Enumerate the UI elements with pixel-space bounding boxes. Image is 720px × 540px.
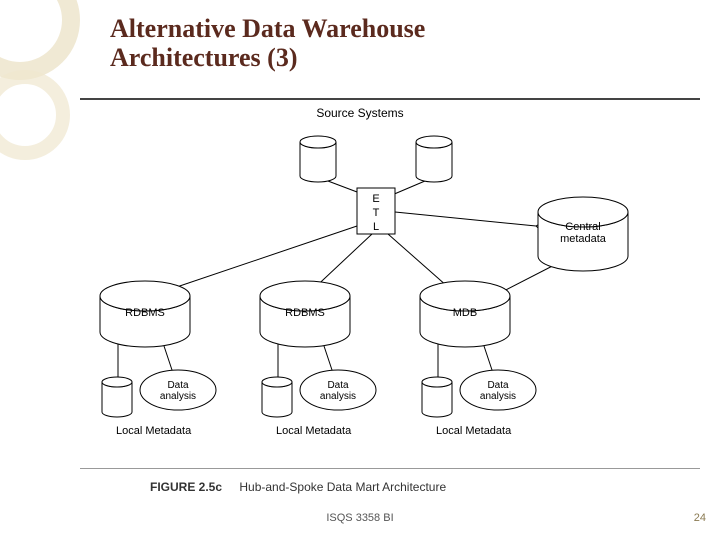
svg-text:E: E — [372, 193, 379, 205]
footer-page-number: 24 — [694, 512, 706, 524]
svg-text:Local Metadata: Local Metadata — [276, 425, 352, 437]
svg-text:L: L — [373, 221, 379, 233]
footer-course: ISQS 3358 BI — [0, 512, 720, 524]
svg-text:Local Metadata: Local Metadata — [116, 425, 192, 437]
figure-caption: FIGURE 2.5c Hub-and-Spoke Data Mart Arch… — [150, 480, 446, 494]
svg-text:Data: Data — [327, 380, 349, 391]
svg-text:RDBMS: RDBMS — [285, 307, 325, 319]
bottom-rule — [80, 468, 700, 469]
svg-text:analysis: analysis — [320, 391, 356, 402]
svg-text:analysis: analysis — [480, 391, 516, 402]
svg-text:Data: Data — [487, 380, 509, 391]
figure-number: FIGURE 2.5c — [150, 480, 222, 494]
svg-text:MDB: MDB — [453, 307, 477, 319]
svg-text:Central: Central — [565, 221, 600, 233]
svg-text:Local Metadata: Local Metadata — [436, 425, 512, 437]
svg-text:RDBMS: RDBMS — [125, 307, 165, 319]
figure-text: Hub-and-Spoke Data Mart Architecture — [239, 480, 446, 494]
svg-text:Data: Data — [167, 380, 189, 391]
diagram-svg: ETLCentralmetadataRDBMSRDBMSMDBDataanaly… — [0, 0, 720, 540]
svg-text:metadata: metadata — [560, 233, 607, 245]
svg-text:analysis: analysis — [160, 391, 196, 402]
slide: Alternative Data Warehouse Architectures… — [0, 0, 720, 540]
svg-text:T: T — [373, 207, 380, 219]
